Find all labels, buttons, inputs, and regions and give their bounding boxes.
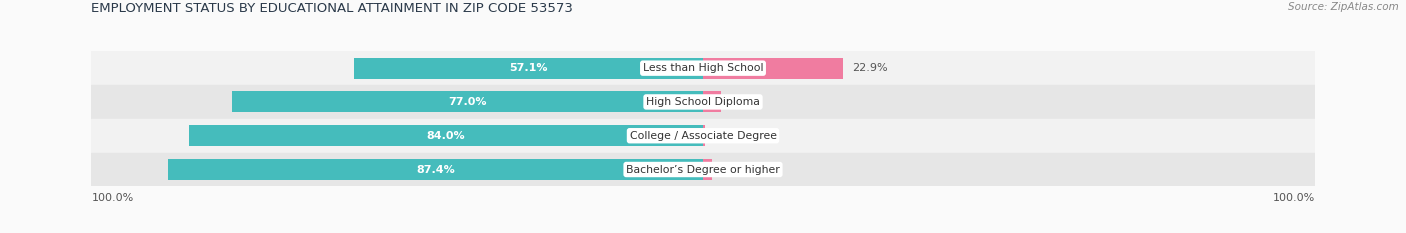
Text: 2.9%: 2.9% [730,97,758,107]
Text: 84.0%: 84.0% [427,131,465,141]
Text: Source: ZipAtlas.com: Source: ZipAtlas.com [1288,2,1399,12]
Bar [354,58,703,79]
Bar [91,153,1315,186]
Text: 100.0%: 100.0% [1272,193,1315,203]
Text: 87.4%: 87.4% [416,164,456,175]
Bar [703,125,706,146]
Text: Less than High School: Less than High School [643,63,763,73]
Bar [703,58,844,79]
Bar [169,159,703,180]
Legend: In Labor Force, Unemployed: In Labor Force, Unemployed [586,228,820,233]
Text: Bachelor’s Degree or higher: Bachelor’s Degree or higher [626,164,780,175]
Bar [91,51,1315,85]
Text: College / Associate Degree: College / Associate Degree [630,131,776,141]
Bar [91,119,1315,153]
Bar [703,92,721,112]
Text: High School Diploma: High School Diploma [647,97,759,107]
Text: EMPLOYMENT STATUS BY EDUCATIONAL ATTAINMENT IN ZIP CODE 53573: EMPLOYMENT STATUS BY EDUCATIONAL ATTAINM… [91,2,574,15]
Text: 57.1%: 57.1% [509,63,547,73]
Bar [91,85,1315,119]
Bar [190,125,703,146]
Bar [232,92,703,112]
Bar [703,159,713,180]
Text: 100.0%: 100.0% [91,193,134,203]
Text: 22.9%: 22.9% [852,63,887,73]
Text: 0.4%: 0.4% [714,131,742,141]
Text: 1.5%: 1.5% [721,164,749,175]
Text: 77.0%: 77.0% [449,97,486,107]
